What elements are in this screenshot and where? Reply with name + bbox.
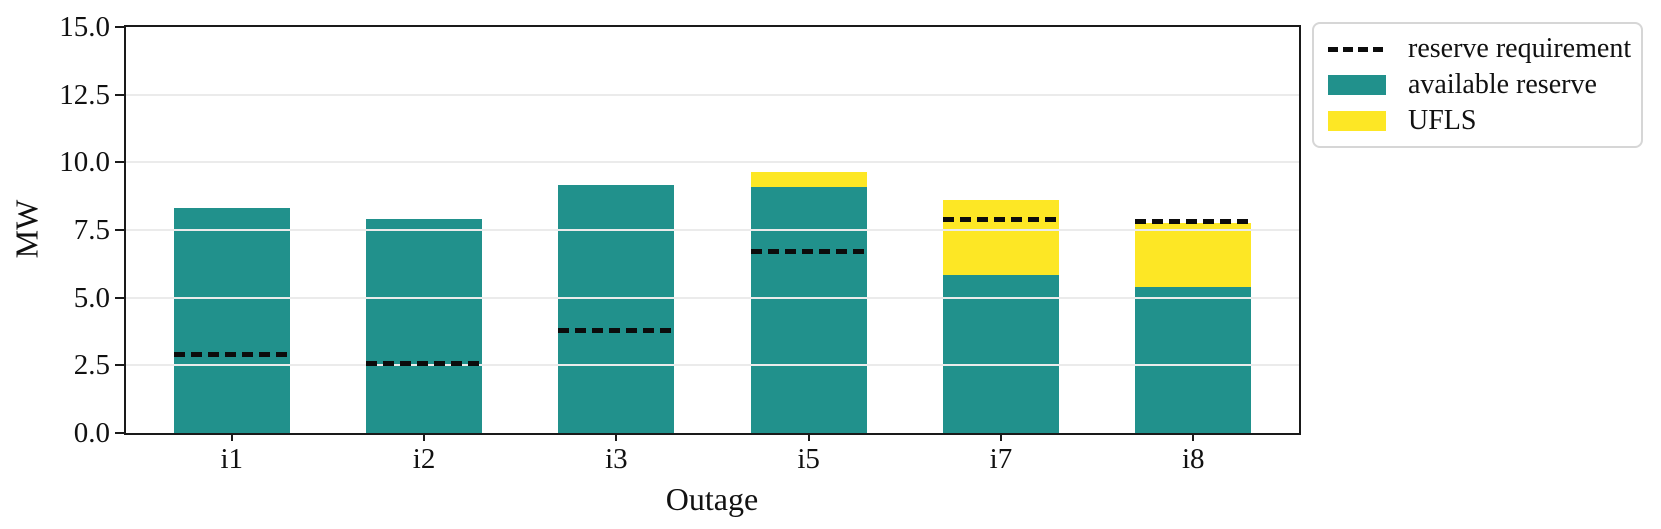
y-tick [115,26,124,28]
bar-available-reserve [1135,286,1252,433]
y-tick-label: 15.0 [59,11,110,43]
available-reserve-swatch-icon [1328,75,1386,95]
bar-available-reserve [173,208,290,433]
reserve-requirement-line [942,216,1059,222]
x-tick-label: i8 [1181,443,1205,475]
y-tick [115,364,124,367]
reserve-requirement-line [558,327,675,333]
x-tick-label: i1 [220,443,244,475]
legend: reserve requirement available reserve UF… [1312,22,1643,148]
grid-line [126,161,1299,164]
legend-label: reserve requirement [1408,33,1632,64]
reserve-requirement-line [750,249,867,255]
legend-label: UFLS [1408,105,1477,136]
y-tick-label: 5.0 [73,281,110,314]
y-tick [115,296,124,299]
reserve-requirement-line [173,352,290,358]
y-tick-label: 7.5 [73,214,110,246]
grid-line [126,296,1299,299]
y-tick-label: 0.0 [73,417,110,449]
reserve-requirement-line [1135,219,1252,225]
reserve-requirement-line [366,361,483,367]
bar-ufls [750,171,867,187]
x-tick-label: i7 [989,443,1013,475]
grid-line [126,93,1299,96]
bar-available-reserve [366,219,483,433]
x-tick [999,433,1002,441]
bar-ufls [942,200,1059,275]
x-tick [423,433,426,441]
legend-label: available reserve [1408,69,1597,100]
legend-item-reserve-requirement: reserve requirement [1328,31,1631,67]
x-tick [807,433,810,441]
y-tick [115,432,124,434]
x-tick-label: i5 [797,443,820,475]
x-tick-label: i2 [412,443,436,475]
x-tick [1192,433,1195,441]
bar-available-reserve [942,274,1059,433]
y-tick-label: 2.5 [73,349,110,382]
y-tick [115,93,124,96]
ufls-swatch-icon [1328,111,1386,131]
y-tick [115,229,124,231]
y-tick-label: 10.0 [59,146,110,179]
dashed-line-sample-icon [1328,46,1386,52]
x-tick-label: i3 [605,443,628,475]
x-tick [230,433,233,441]
plot-area [124,25,1301,435]
y-tick [115,161,124,164]
grid-line [126,364,1299,367]
grid-line [126,229,1299,231]
bar-ufls [1135,223,1252,287]
legend-item-ufls: UFLS [1328,103,1627,139]
x-axis-title: Outage [665,481,759,517]
bar-available-reserve [750,186,867,433]
x-tick [615,433,618,441]
bar-available-reserve [558,185,675,433]
y-tick-label: 12.5 [59,78,110,111]
legend-item-available-reserve: available reserve [1328,67,1627,103]
